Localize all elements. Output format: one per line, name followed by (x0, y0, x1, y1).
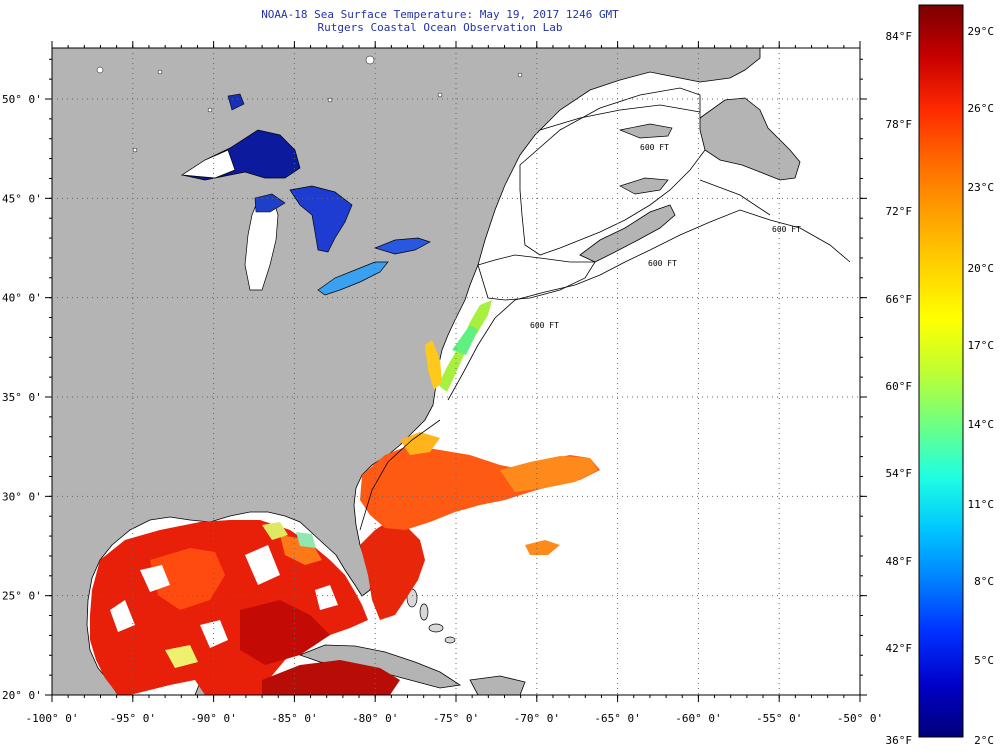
sst-chesapeake (425, 340, 442, 390)
land-anticosti (618, 123, 673, 139)
lon-label: -55° 0' (756, 712, 802, 725)
lon-label: -60° 0' (675, 712, 721, 725)
land-newfoundland (697, 97, 801, 181)
colorbar-f-label: 78°F (886, 118, 913, 131)
lake-nipigon (227, 93, 245, 111)
sst-gulf-of-mexico (90, 520, 368, 695)
depth-contour-600ft (359, 104, 851, 531)
colorbar-c-label: 11°C (968, 498, 995, 511)
sst-caribbean (262, 660, 400, 695)
lon-label: -90° 0' (190, 712, 236, 725)
colorbar-celsius-labels: 29°C 26°C 23°C 20°C 17°C 14°C 11°C 8°C 5°C 2°C (968, 25, 995, 747)
contour-label-4: 600 FT (640, 143, 669, 152)
sst-sargasso-patch (525, 540, 560, 555)
contour-label-3: 600 FT (772, 225, 801, 234)
sst-nearshore-green (452, 325, 478, 355)
colorbar-c-label: 2°C (974, 734, 994, 747)
land-nova-scotia (579, 204, 676, 263)
lon-label: -85° 0' (271, 712, 317, 725)
lat-label: 50° 0' (2, 93, 42, 106)
land-north-america (52, 48, 761, 695)
land-hispaniola (469, 675, 526, 695)
lon-label: -65° 0' (594, 712, 640, 725)
colorbar-c-label: 26°C (968, 102, 995, 115)
water-gulf-of-maine (477, 254, 596, 301)
colorbar-f-label: 84°F (886, 30, 913, 43)
lat-label: 35° 0' (2, 391, 42, 404)
colorbar-f-label: 48°F (886, 555, 913, 568)
colorbar-c-label: 29°C (968, 25, 995, 38)
lon-label: -50° 0' (837, 712, 883, 725)
colorbar-f-label: 36°F (886, 734, 913, 747)
colorbar-f-label: 72°F (886, 205, 913, 218)
axis-ticks (45, 41, 867, 702)
colorbar-c-label: 14°C (968, 418, 995, 431)
lake-erie (317, 261, 389, 296)
sst-florida-atlantic (360, 520, 425, 620)
lon-label: -70° 0' (514, 712, 560, 725)
sst-nearshore-carolina (400, 432, 440, 455)
colorbar-c-label: 5°C (974, 654, 994, 667)
map-title: NOAA-18 Sea Surface Temperature: May 19,… (261, 8, 619, 21)
latitude-labels: 50° 0' 45° 0' 40° 0' 35° 0' 30° 0' 25° 0' 20° … (2, 93, 42, 702)
colorbar-f-label: 54°F (886, 467, 913, 480)
longitude-labels: -100° 0' -95° 0' -90° 0' -85° 0' -80° 0' -75°… (26, 712, 884, 725)
colorbar-c-label: 17°C (968, 339, 995, 352)
map-subtitle: Rutgers Coastal Ocean Observation Lab (317, 21, 563, 34)
colorbar-f-label: 60°F (886, 380, 913, 393)
contour-label-2: 600 FT (648, 259, 677, 268)
lake-huron (289, 185, 353, 253)
lat-label: 30° 0' (2, 490, 42, 503)
colorbar-c-label: 8°C (974, 575, 994, 588)
lat-label: 20° 0' (2, 689, 42, 702)
lon-label: -95° 0' (110, 712, 156, 725)
land-bahamas (406, 588, 456, 644)
lake-ontario (373, 237, 431, 255)
lon-label: -100° 0' (26, 712, 79, 725)
sst-gulf-stream-east (500, 456, 598, 492)
land-prince-edward-island (619, 177, 669, 195)
lat-label: 40° 0' (2, 292, 42, 305)
colorbar-f-label: 66°F (886, 293, 913, 306)
colorbar-c-label: 20°C (968, 262, 995, 275)
lat-label: 25° 0' (2, 590, 42, 603)
colorbar (918, 4, 964, 738)
lake-superior-west-nodata (180, 149, 236, 179)
small-lakes (96, 55, 523, 153)
colorbar-f-label: 42°F (886, 642, 913, 655)
colorbar-c-label: 23°C (968, 181, 995, 194)
lat-label: 45° 0' (2, 192, 42, 205)
colorbar-fahrenheit-labels: 84°F 78°F 72°F 66°F 60°F 54°F 48°F 42°F 36°F (886, 30, 913, 747)
lon-label: -80° 0' (352, 712, 398, 725)
contour-label-1: 600 FT (530, 321, 559, 330)
lon-label: -75° 0' (433, 712, 479, 725)
